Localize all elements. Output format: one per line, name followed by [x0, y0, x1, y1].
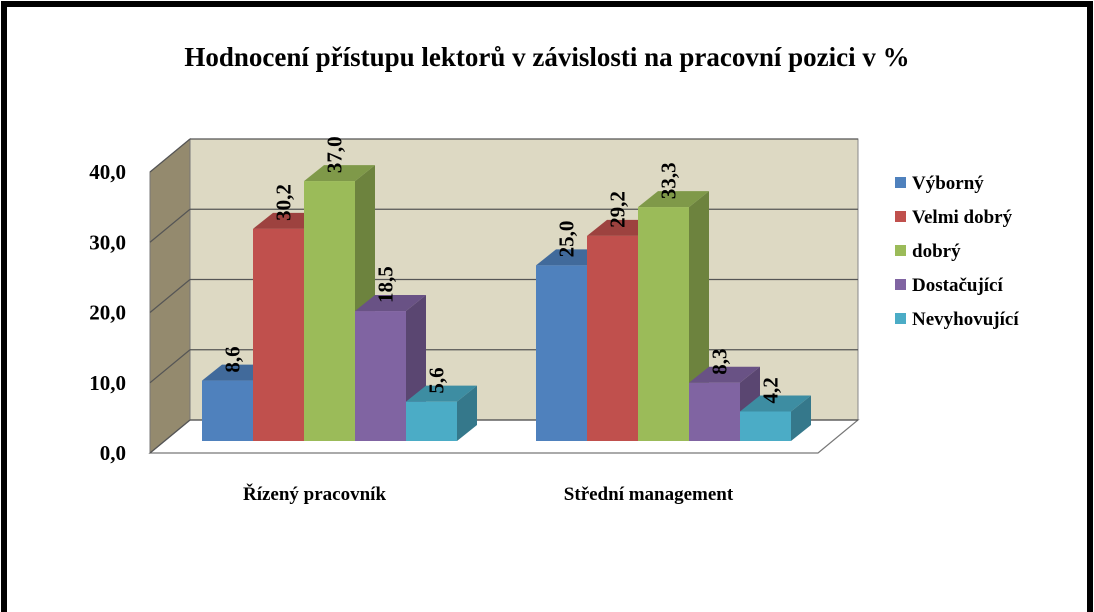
legend-label: dobrý	[912, 241, 961, 262]
value-label: 5,6	[425, 367, 449, 393]
value-label: 25,0	[555, 221, 579, 258]
legend-swatch	[895, 279, 906, 290]
bar-top	[355, 295, 426, 312]
value-label: 29,2	[606, 191, 630, 228]
bar	[689, 382, 740, 441]
legend-swatch	[895, 245, 906, 256]
value-label: 30,2	[272, 184, 296, 221]
grid-line-side	[149, 349, 191, 384]
bar-side	[791, 395, 811, 441]
legend-swatch	[895, 177, 906, 188]
y-tick-label: 40,0	[89, 160, 126, 184]
y-tick-label: 10,0	[89, 371, 126, 395]
bar	[587, 235, 638, 441]
bar	[355, 311, 406, 441]
bar	[638, 207, 689, 441]
legend-label: Nevyhovující	[912, 309, 1019, 330]
legend-swatch	[895, 313, 906, 324]
legend-swatch	[895, 211, 906, 222]
y-tick-label: 20,0	[89, 301, 126, 325]
bar-side	[457, 385, 477, 441]
bar	[740, 411, 791, 441]
bar	[202, 380, 253, 441]
bar	[536, 265, 587, 441]
value-label: 8,6	[221, 346, 245, 372]
x-tick-label: Řízený pracovník	[243, 483, 386, 505]
value-label: 18,5	[374, 266, 398, 303]
value-label: 37,0	[323, 136, 347, 173]
grid-line-side	[149, 208, 191, 243]
bar	[406, 401, 457, 441]
bar	[253, 228, 304, 441]
bar-top	[406, 385, 477, 402]
y-tick-label: 0,0	[100, 441, 126, 465]
chart-title: Hodnocení přístupu lektorů v závislosti …	[184, 42, 909, 72]
y-tick-label: 30,0	[89, 230, 126, 254]
value-label: 4,2	[759, 377, 783, 403]
bar-top	[304, 165, 375, 182]
bar-top	[740, 395, 811, 412]
grid-line-side	[149, 279, 191, 313]
legend-label: Dostačující	[912, 275, 1003, 296]
x-tick-label: Střední management	[564, 484, 734, 505]
bar	[304, 181, 355, 441]
legend-label: Velmi dobrý	[912, 207, 1013, 228]
grid-line-side	[149, 138, 191, 173]
value-label: 8,3	[708, 348, 732, 374]
legend-label: Výborný	[912, 173, 984, 194]
value-label: 33,3	[657, 162, 681, 199]
bar-top	[638, 191, 709, 208]
grid-line-side	[149, 419, 191, 454]
bar-top	[689, 366, 760, 383]
